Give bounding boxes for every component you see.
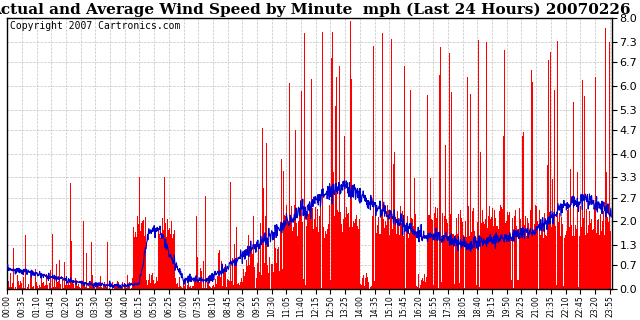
Text: Copyright 2007 Cartronics.com: Copyright 2007 Cartronics.com	[10, 21, 180, 31]
Title: Actual and Average Wind Speed by Minute  mph (Last 24 Hours) 20070226: Actual and Average Wind Speed by Minute …	[0, 3, 630, 17]
